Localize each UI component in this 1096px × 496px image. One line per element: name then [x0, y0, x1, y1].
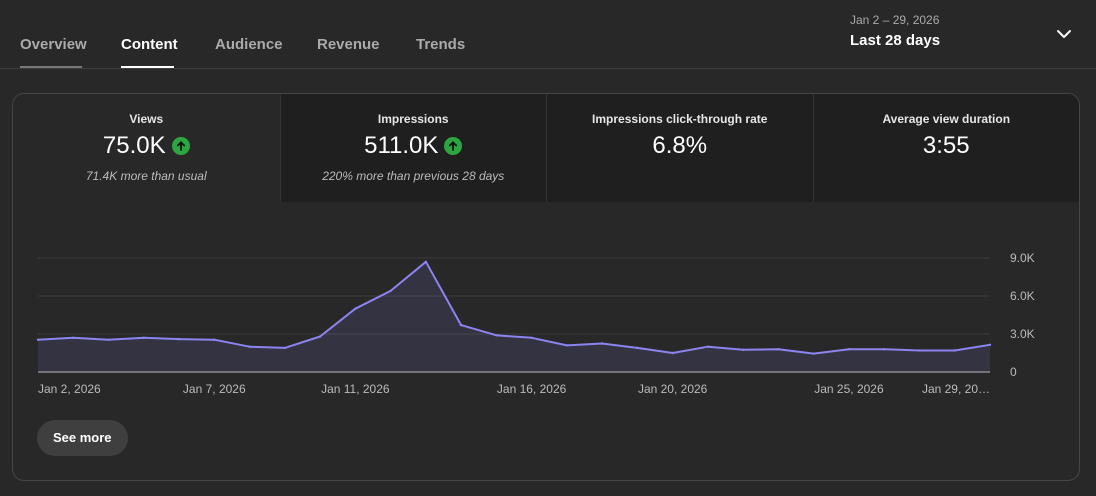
metric-label: Impressions click-through rate	[592, 112, 768, 126]
y-tick-label: 6.0K	[1010, 289, 1035, 303]
y-tick-label: 0	[1010, 365, 1017, 379]
data-point	[177, 337, 181, 341]
metric-label: Views	[129, 112, 164, 126]
tab-overview-underline	[20, 66, 82, 68]
metric-note: 71.4K more than usual	[85, 169, 207, 183]
data-point	[777, 348, 780, 351]
tab-bar: Overview Content Audience Revenue Trends	[0, 0, 1096, 69]
data-point	[213, 338, 216, 341]
see-more-button[interactable]: See more	[37, 420, 128, 456]
data-point	[918, 349, 921, 352]
data-point	[107, 338, 110, 341]
metric-views[interactable]: Views 75.0K 71.4K more than usual	[13, 94, 280, 202]
metric-label: Average view duration	[882, 112, 1011, 126]
data-point	[424, 260, 428, 263]
data-point	[459, 323, 463, 327]
data-point	[495, 334, 498, 337]
metric-value: 3:55	[922, 132, 970, 159]
series-line	[37, 260, 991, 355]
data-point	[883, 348, 886, 351]
data-point	[354, 307, 357, 310]
metric-note: 220% more than previous 28 days	[322, 169, 505, 183]
metric-label: Impressions	[377, 112, 449, 126]
date-range-label: Last 28 days	[850, 32, 941, 49]
x-tick-label: Jan 11, 2026	[321, 382, 390, 396]
data-point	[988, 343, 992, 346]
chevron-down-icon[interactable]	[1054, 24, 1074, 44]
data-point	[72, 336, 75, 339]
data-point	[706, 345, 710, 348]
tab-overview[interactable]: Overview	[20, 36, 87, 53]
data-point	[741, 348, 745, 352]
data-point	[318, 335, 322, 338]
x-tick-label: Jan 7, 2026	[183, 382, 246, 396]
date-range-selector[interactable]: Jan 2 – 29, 2026 Last 28 days	[850, 13, 940, 49]
x-tick-label: Jan 20, 2026	[638, 382, 708, 396]
series-area	[38, 261, 990, 372]
data-point	[389, 289, 392, 293]
data-point	[847, 348, 851, 351]
x-tick-label: Jan 16, 2026	[497, 382, 567, 396]
data-point	[565, 344, 569, 347]
data-point	[671, 351, 674, 355]
data-point	[530, 336, 533, 339]
data-point	[283, 346, 287, 350]
y-tick-label: 3.0K	[1010, 327, 1035, 341]
metric-ctr[interactable]: Impressions click-through rate 6.8%	[546, 94, 813, 202]
data-point	[142, 336, 145, 339]
x-tick-label: Jan 25, 2026	[814, 382, 884, 396]
date-range-dates: Jan 2 – 29, 2026	[850, 13, 940, 27]
data-point	[248, 345, 251, 348]
tab-revenue[interactable]: Revenue	[317, 36, 380, 53]
metric-impressions[interactable]: Impressions 511.0K 220% more than previo…	[279, 94, 546, 202]
metric-value: 75.0K	[102, 132, 166, 159]
data-point	[600, 342, 604, 345]
data-point	[636, 346, 639, 350]
data-point	[953, 349, 956, 352]
metric-tabs: Views 75.0K 71.4K more than usual Impres…	[13, 94, 1079, 202]
metric-value: 6.8%	[652, 132, 708, 159]
trend-up-icon	[444, 137, 463, 155]
tab-active-indicator	[121, 66, 174, 68]
y-tick-label: 9.0K	[1010, 251, 1035, 265]
data-point	[36, 338, 40, 341]
views-chart: 0 3.0K 6.0K 9.0K Jan 2, 2026 Jan 7, 2026 Jan 1…	[36, 251, 1035, 396]
x-tick-label: Jan 2, 2026	[38, 382, 101, 396]
analytics-card: Views 75.0K 71.4K more than usual Impres…	[12, 93, 1080, 481]
x-tick-label: Jan 29, 20…	[922, 382, 990, 396]
tab-content[interactable]: Content	[121, 36, 178, 53]
tab-trends[interactable]: Trends	[416, 36, 466, 53]
metric-avg-view-duration[interactable]: Average view duration 3:55	[812, 94, 1079, 202]
tab-audience[interactable]: Audience	[215, 36, 283, 53]
trend-up-icon	[171, 137, 190, 155]
metric-value: 511.0K	[364, 132, 439, 159]
data-point	[812, 352, 815, 355]
